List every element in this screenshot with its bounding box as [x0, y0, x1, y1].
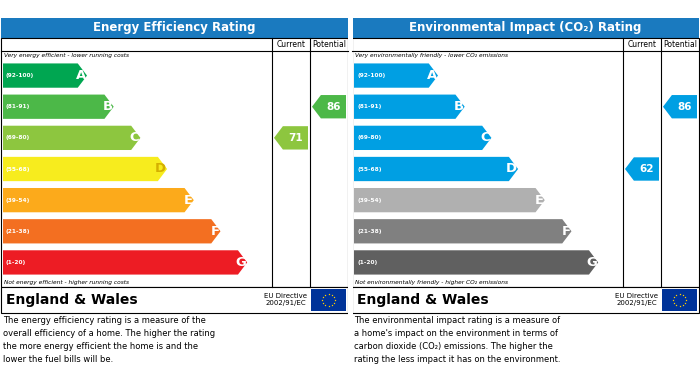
Text: Energy Efficiency Rating: Energy Efficiency Rating	[93, 22, 256, 34]
Polygon shape	[354, 219, 571, 244]
Polygon shape	[3, 126, 141, 150]
Polygon shape	[354, 95, 465, 119]
Text: (39-54): (39-54)	[6, 197, 30, 203]
Text: (21-38): (21-38)	[357, 229, 382, 234]
Text: (55-68): (55-68)	[6, 167, 31, 172]
Text: lower the fuel bills will be.: lower the fuel bills will be.	[3, 355, 113, 364]
Bar	[352, 38, 699, 287]
Text: (81-91): (81-91)	[357, 104, 382, 109]
Text: The energy efficiency rating is a measure of the: The energy efficiency rating is a measur…	[3, 316, 206, 325]
Bar	[348, 0, 353, 391]
Text: C: C	[130, 131, 139, 144]
Bar	[1, 287, 348, 313]
Polygon shape	[3, 219, 220, 244]
Polygon shape	[354, 63, 438, 88]
Text: England & Wales: England & Wales	[6, 293, 138, 307]
Text: A: A	[427, 69, 437, 82]
Text: E: E	[535, 194, 544, 206]
Text: 62: 62	[639, 164, 654, 174]
Text: overall efficiency of a home. The higher the rating: overall efficiency of a home. The higher…	[3, 329, 215, 338]
Text: D: D	[506, 163, 517, 176]
Polygon shape	[354, 126, 491, 150]
Text: a home's impact on the environment in terms of: a home's impact on the environment in te…	[354, 329, 558, 338]
Text: A: A	[76, 69, 86, 82]
Text: Current: Current	[627, 40, 657, 49]
Text: (81-91): (81-91)	[6, 104, 30, 109]
Text: D: D	[155, 163, 166, 176]
Bar	[1, 38, 348, 287]
Polygon shape	[3, 63, 87, 88]
Text: B: B	[103, 100, 113, 113]
Text: 86: 86	[677, 102, 692, 112]
Polygon shape	[274, 126, 308, 149]
Polygon shape	[3, 250, 247, 274]
Polygon shape	[3, 157, 167, 181]
Text: rating the less impact it has on the environment.: rating the less impact it has on the env…	[354, 355, 561, 364]
Text: E: E	[183, 194, 192, 206]
Text: Very energy efficient - lower running costs: Very energy efficient - lower running co…	[4, 53, 129, 58]
Polygon shape	[3, 95, 113, 119]
Polygon shape	[625, 157, 659, 181]
Text: the more energy efficient the home is and the: the more energy efficient the home is an…	[3, 342, 198, 351]
Text: The environmental impact rating is a measure of: The environmental impact rating is a mea…	[354, 316, 560, 325]
Text: (39-54): (39-54)	[357, 197, 382, 203]
Text: (1-20): (1-20)	[357, 260, 377, 265]
Text: (55-68): (55-68)	[357, 167, 382, 172]
Text: carbon dioxide (CO₂) emissions. The higher the: carbon dioxide (CO₂) emissions. The high…	[354, 342, 553, 351]
Text: B: B	[454, 100, 463, 113]
Text: Very environmentally friendly - lower CO₂ emissions: Very environmentally friendly - lower CO…	[355, 53, 508, 58]
Polygon shape	[354, 250, 598, 274]
Bar	[352, 287, 699, 313]
Text: G: G	[235, 256, 246, 269]
Text: (69-80): (69-80)	[357, 135, 382, 140]
Text: 86: 86	[326, 102, 341, 112]
Bar	[1, 18, 348, 38]
Polygon shape	[354, 188, 545, 212]
Text: G: G	[587, 256, 597, 269]
Text: Potential: Potential	[663, 40, 697, 49]
Polygon shape	[3, 188, 194, 212]
Bar	[352, 18, 699, 38]
Bar	[662, 289, 697, 311]
Text: EU Directive
2002/91/EC: EU Directive 2002/91/EC	[264, 294, 307, 307]
Text: (21-38): (21-38)	[6, 229, 31, 234]
Polygon shape	[312, 95, 346, 118]
Text: England & Wales: England & Wales	[357, 293, 489, 307]
Text: (92-100): (92-100)	[357, 73, 385, 78]
Text: F: F	[561, 225, 570, 238]
Text: 71: 71	[288, 133, 303, 143]
Text: Environmental Impact (CO₂) Rating: Environmental Impact (CO₂) Rating	[410, 22, 642, 34]
Text: EU Directive
2002/91/EC: EU Directive 2002/91/EC	[615, 294, 658, 307]
Polygon shape	[354, 157, 518, 181]
Text: F: F	[211, 225, 220, 238]
Text: (1-20): (1-20)	[6, 260, 27, 265]
Text: Potential: Potential	[312, 40, 346, 49]
Text: Not environmentally friendly - higher CO₂ emissions: Not environmentally friendly - higher CO…	[355, 280, 508, 285]
Text: Current: Current	[276, 40, 305, 49]
Text: Not energy efficient - higher running costs: Not energy efficient - higher running co…	[4, 280, 129, 285]
Polygon shape	[663, 95, 697, 118]
Text: C: C	[481, 131, 491, 144]
Bar	[311, 289, 346, 311]
Text: (69-80): (69-80)	[6, 135, 30, 140]
Text: (92-100): (92-100)	[6, 73, 34, 78]
